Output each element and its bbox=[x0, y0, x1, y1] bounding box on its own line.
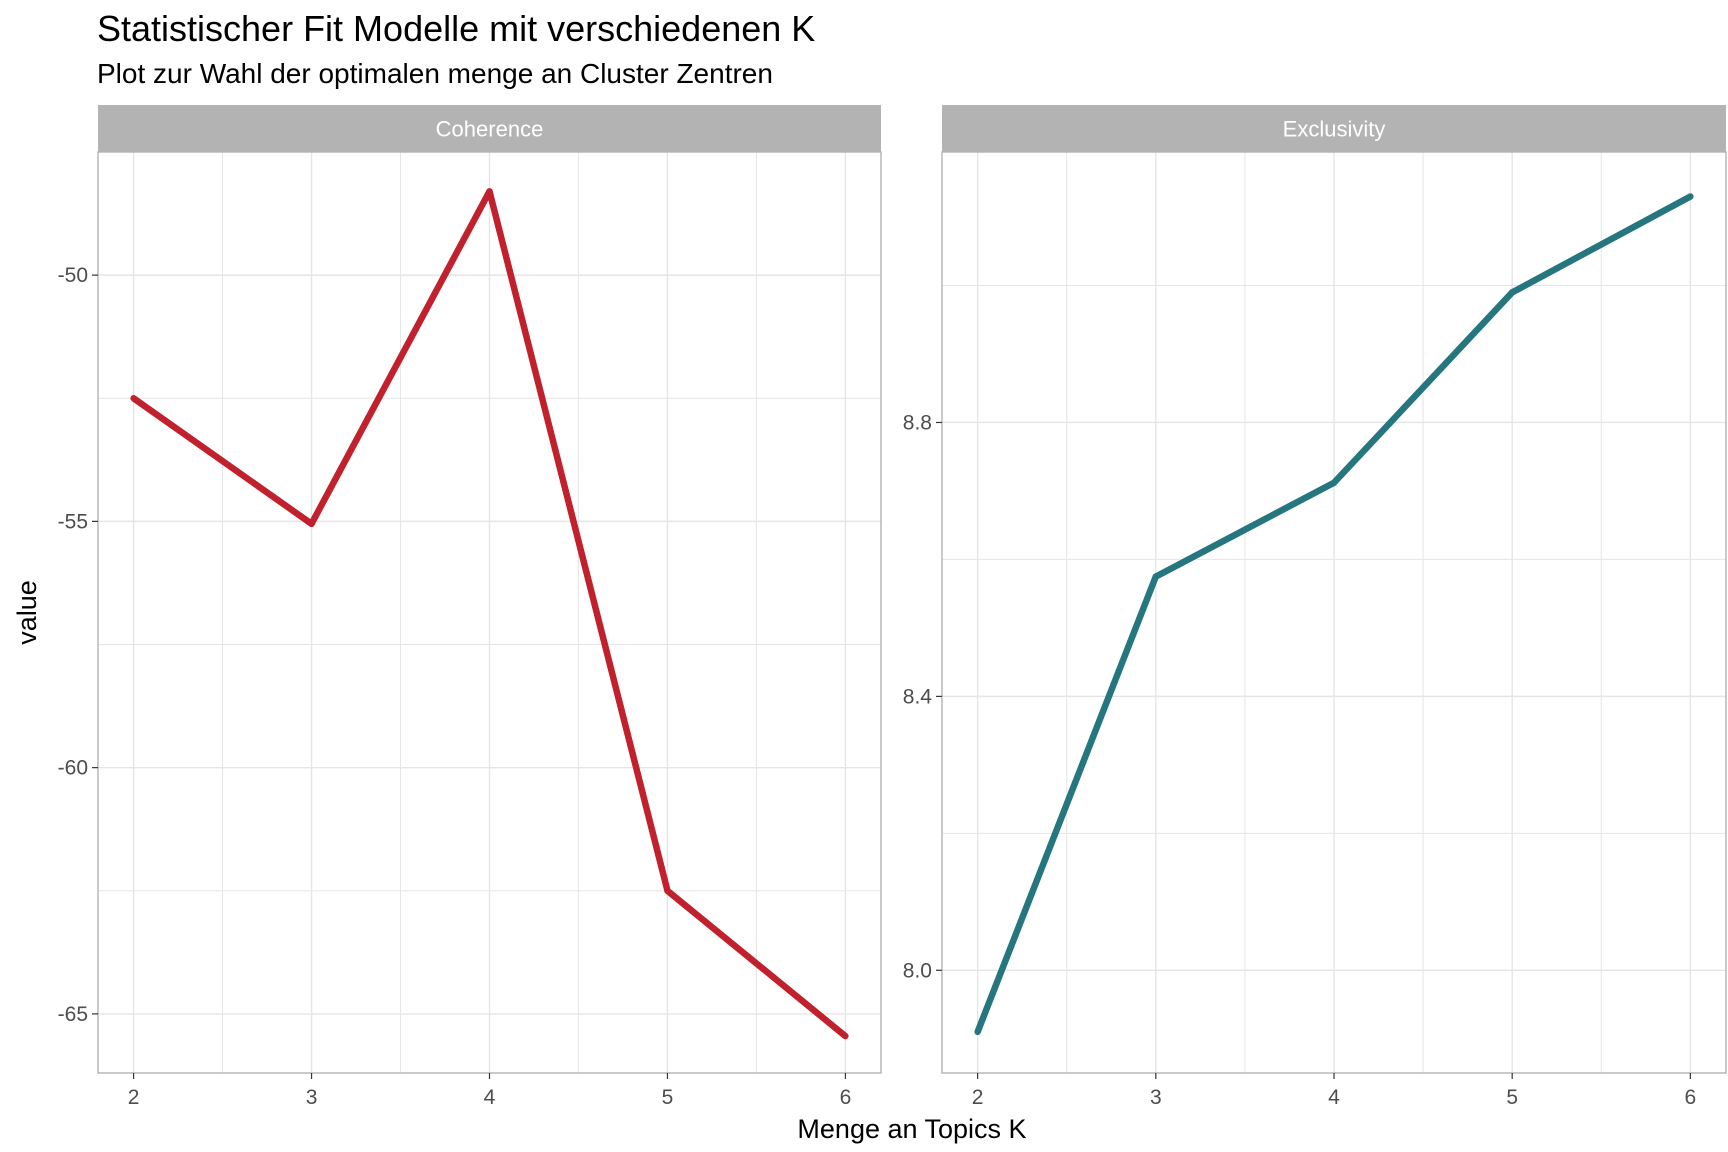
chart-subtitle: Plot zur Wahl der optimalen menge an Clu… bbox=[97, 58, 773, 89]
panel-exclusivity-y-tick-label: 8.0 bbox=[903, 959, 932, 982]
panel-exclusivity-x-tick-label: 6 bbox=[1685, 1086, 1697, 1109]
panel-exclusivity-x-tick-label: 2 bbox=[972, 1086, 984, 1109]
data-point-exclusivity bbox=[1152, 573, 1160, 580]
data-point-exclusivity bbox=[1687, 193, 1694, 200]
panel-coherence-x-tick-label: 4 bbox=[484, 1086, 496, 1109]
y-axis-title: value bbox=[12, 580, 42, 645]
panel-exclusivity-x-tick-label: 5 bbox=[1506, 1086, 1518, 1109]
data-point-exclusivity bbox=[974, 1028, 981, 1036]
data-point-exclusivity bbox=[1508, 289, 1516, 296]
strip-coherence bbox=[98, 105, 881, 152]
data-point-exclusivity bbox=[1330, 479, 1338, 486]
panel-coherence-x-tick-label: 5 bbox=[662, 1086, 674, 1109]
panel-coherence-y-tick-label: -50 bbox=[58, 264, 88, 287]
panel-coherence-x-tick-label: 2 bbox=[128, 1086, 140, 1109]
panel-exclusivity-y-tick-label: 8.4 bbox=[903, 685, 933, 708]
data-point-coherence bbox=[664, 887, 671, 894]
panel-coherence-y-tick-label: -60 bbox=[58, 757, 88, 780]
x-axis-title: Menge an Topics K bbox=[797, 1114, 1026, 1144]
panel-coherence-y-tick-label: -55 bbox=[58, 510, 88, 533]
strip-coherence-label: Coherence bbox=[436, 117, 544, 142]
strip-exclusivity-label: Exclusivity bbox=[1283, 117, 1386, 142]
panel-exclusivity-x-tick-label: 3 bbox=[1150, 1086, 1162, 1109]
strip-exclusivity bbox=[942, 105, 1726, 152]
panel-coherence-x-tick-label: 3 bbox=[306, 1086, 318, 1109]
panel-coherence-y-tick-label: -65 bbox=[58, 1003, 88, 1026]
chart-title: Statistischer Fit Modelle mit verschiede… bbox=[97, 8, 816, 49]
data-point-coherence bbox=[308, 520, 315, 528]
data-point-coherence bbox=[486, 188, 493, 195]
panel-exclusivity-x-tick-label: 4 bbox=[1328, 1086, 1340, 1109]
data-point-coherence bbox=[130, 395, 137, 402]
panel-coherence-x-tick-label: 6 bbox=[840, 1086, 852, 1109]
panel-exclusivity-y-tick-label: 8.8 bbox=[903, 411, 932, 434]
data-point-coherence bbox=[842, 1032, 849, 1040]
